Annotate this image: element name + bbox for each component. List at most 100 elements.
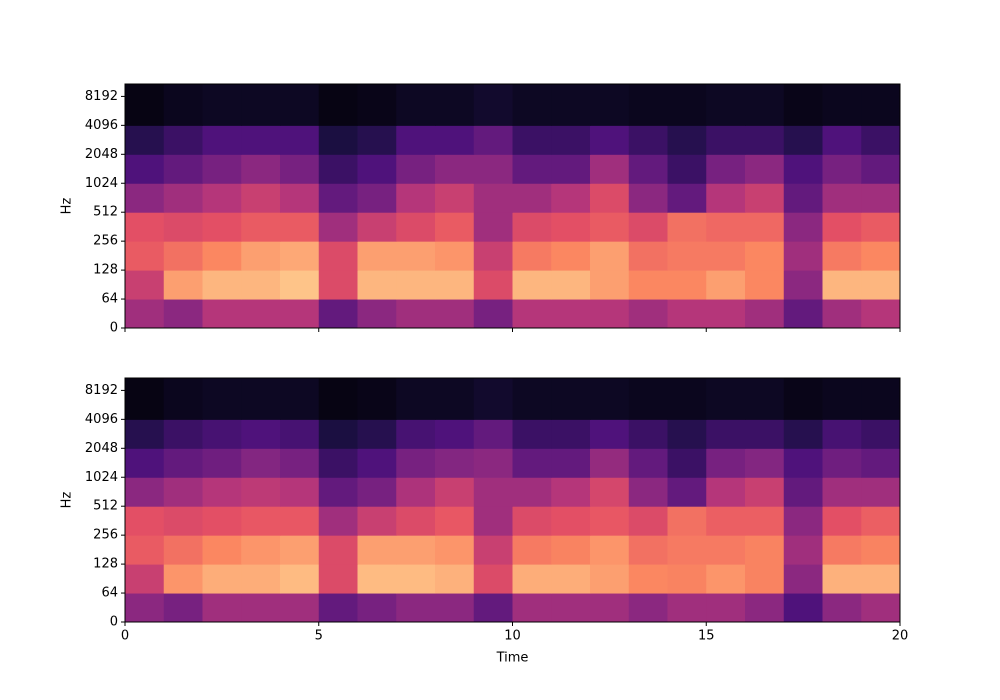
spectrogram-cell bbox=[628, 183, 668, 213]
spectrogram-cell bbox=[783, 299, 823, 329]
spectrogram-cell bbox=[745, 448, 785, 478]
spectrogram-cell bbox=[590, 564, 630, 594]
spectrogram-cell bbox=[396, 154, 436, 184]
spectrogram-cell bbox=[551, 84, 591, 126]
spectrogram-cell bbox=[202, 183, 242, 213]
spectrogram-cell bbox=[435, 506, 475, 536]
spectrogram-cell bbox=[745, 535, 785, 565]
spectrogram-cell bbox=[783, 564, 823, 594]
spectrogram-cell bbox=[861, 154, 901, 184]
spectrogram-cell bbox=[202, 564, 242, 594]
spectrogram-cell bbox=[473, 84, 513, 126]
spectrogram-cell bbox=[202, 448, 242, 478]
spectrogram-cell bbox=[512, 477, 552, 507]
spectrogram-cell bbox=[745, 299, 785, 329]
spectrogram-cell bbox=[551, 419, 591, 449]
spectrogram-cell bbox=[628, 448, 668, 478]
spectrogram-cell bbox=[163, 154, 203, 184]
spectrogram-cell bbox=[706, 212, 746, 242]
spectrogram-cell bbox=[628, 212, 668, 242]
y-tick-label: 128 bbox=[93, 263, 118, 278]
spectrogram-cell bbox=[163, 564, 203, 594]
spectrogram-cell bbox=[473, 154, 513, 184]
spectrogram-cell bbox=[512, 299, 552, 329]
spectrogram-cell bbox=[590, 419, 630, 449]
spectrogram-cell bbox=[512, 84, 552, 126]
y-tick-label: 4096 bbox=[85, 118, 118, 133]
y-tick-label: 2048 bbox=[85, 441, 118, 456]
y-tick-label: 8192 bbox=[85, 89, 118, 104]
spectrogram-cell bbox=[861, 378, 901, 420]
spectrogram-cell bbox=[125, 535, 165, 565]
spectrogram-cell bbox=[667, 241, 707, 271]
spectrogram-cell bbox=[551, 477, 591, 507]
spectrogram-cell bbox=[396, 270, 436, 300]
y-tick-label: 64 bbox=[101, 292, 118, 307]
spectrogram-cell bbox=[512, 241, 552, 271]
spectrogram-cell bbox=[241, 419, 281, 449]
spectrogram-cell bbox=[861, 270, 901, 300]
spectrogram-cell bbox=[628, 506, 668, 536]
spectrogram-cell bbox=[241, 299, 281, 329]
spectrogram-cell bbox=[745, 154, 785, 184]
spectrogram-cell bbox=[241, 535, 281, 565]
spectrogram-cell bbox=[396, 535, 436, 565]
spectrogram-cell bbox=[125, 125, 165, 155]
spectrogram-cell bbox=[163, 183, 203, 213]
spectrogram-cell bbox=[745, 125, 785, 155]
spectrogram-cell bbox=[202, 477, 242, 507]
spectrogram-cell bbox=[318, 477, 358, 507]
spectrogram-cell bbox=[861, 419, 901, 449]
x-tick-label: 20 bbox=[892, 629, 909, 644]
spectrogram-cell bbox=[667, 299, 707, 329]
spectrogram-cell bbox=[628, 419, 668, 449]
spectrogram-cell bbox=[357, 270, 397, 300]
spectrogram-cell bbox=[822, 419, 862, 449]
spectrogram-cell bbox=[590, 125, 630, 155]
spectrogram-cell bbox=[473, 183, 513, 213]
spectrogram-cell bbox=[706, 419, 746, 449]
spectrogram-cell bbox=[163, 212, 203, 242]
spectrogram-cell bbox=[318, 299, 358, 329]
spectrogram-cell bbox=[551, 535, 591, 565]
spectrogram-cell bbox=[861, 477, 901, 507]
spectrogram-cell bbox=[861, 564, 901, 594]
spectrogram-cell bbox=[590, 477, 630, 507]
spectrogram-cell bbox=[822, 183, 862, 213]
spectrogram-cell bbox=[822, 593, 862, 623]
spectrogram-cell bbox=[706, 564, 746, 594]
spectrogram-cell bbox=[241, 448, 281, 478]
spectrogram-cell bbox=[163, 506, 203, 536]
spectrogram-cell bbox=[125, 299, 165, 329]
spectrogram-cell bbox=[512, 378, 552, 420]
spectrogram-cell bbox=[163, 241, 203, 271]
spectrogram-cell bbox=[163, 299, 203, 329]
spectrogram-cell bbox=[783, 448, 823, 478]
spectrogram-cell bbox=[280, 270, 320, 300]
spectrogram-cell bbox=[706, 477, 746, 507]
spectrogram-cell bbox=[706, 593, 746, 623]
spectrogram-cell bbox=[357, 564, 397, 594]
spectrogram-cell bbox=[435, 378, 475, 420]
spectrogram-cell bbox=[667, 84, 707, 126]
spectrogram-cell bbox=[318, 535, 358, 565]
spectrogram-cell bbox=[551, 378, 591, 420]
spectrogram-cell bbox=[280, 299, 320, 329]
spectrogram-cell bbox=[628, 241, 668, 271]
spectrogram-cell bbox=[163, 535, 203, 565]
spectrogram-cell bbox=[551, 125, 591, 155]
spectrogram-cell bbox=[861, 299, 901, 329]
spectrogram-cell bbox=[241, 270, 281, 300]
spectrogram-cell bbox=[667, 506, 707, 536]
spectrogram-cell bbox=[590, 212, 630, 242]
spectrogram-cell bbox=[318, 212, 358, 242]
spectrogram-cell bbox=[163, 419, 203, 449]
spectrogram-cell bbox=[163, 448, 203, 478]
spectrogram-cell bbox=[783, 154, 823, 184]
spectrogram-cell bbox=[551, 154, 591, 184]
spectrogram-cell bbox=[861, 448, 901, 478]
spectrogram-cell bbox=[628, 535, 668, 565]
spectrogram-cell bbox=[396, 477, 436, 507]
x-tick-label: 5 bbox=[315, 629, 323, 644]
